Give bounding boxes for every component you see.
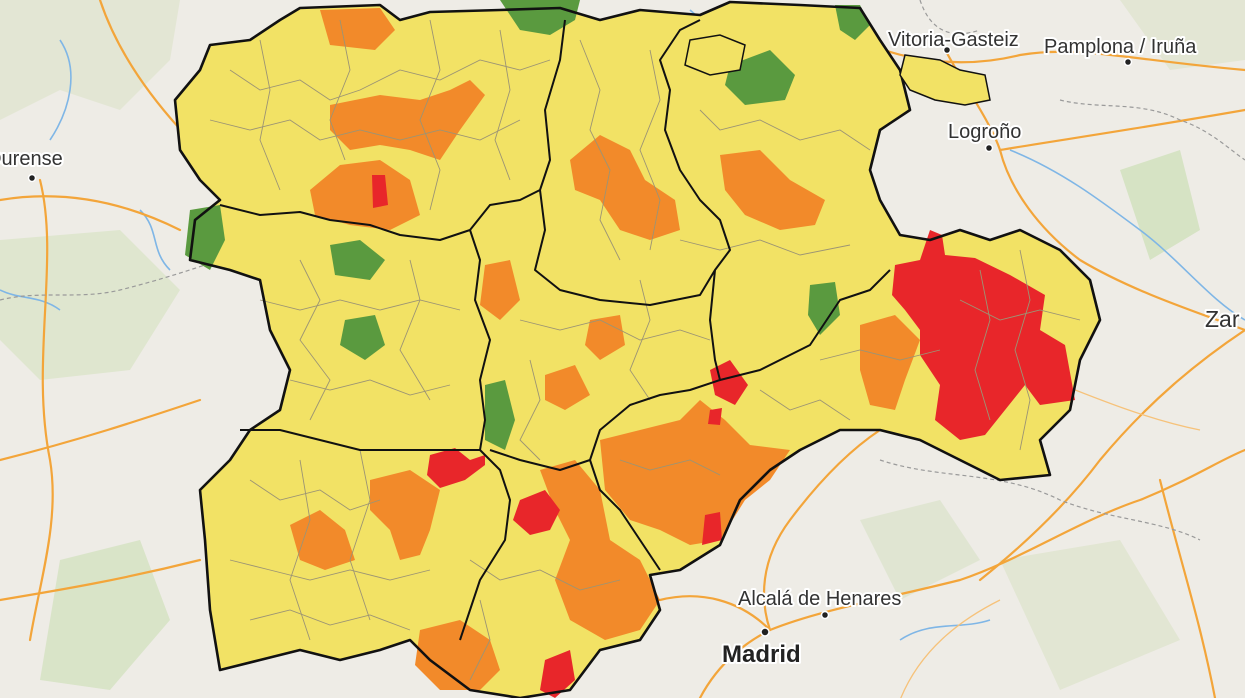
city-ourense[interactable]: Ourense [0,146,65,183]
zone-high-9[interactable] [860,315,920,410]
zone-very-high-8[interactable] [708,408,722,425]
vitoria-dot-icon [942,45,952,55]
exclave-zone-2[interactable] [684,34,746,76]
zone-high-8[interactable] [545,365,590,410]
zone-very-high-5[interactable] [513,490,560,535]
zone-very-high-1[interactable] [372,175,388,208]
city-vitoria-label: Vitoria-Gasteiz [888,29,1019,51]
zone-high-7[interactable] [585,315,625,360]
pamplona-dot-icon [1123,57,1133,67]
city-madrid[interactable]: Madrid [720,627,803,670]
city-labels: Vitoria-Gasteiz Pamplona / Iruña Logroño… [0,27,1242,670]
city-pamplona-label: Pamplona / Iruña [1044,36,1197,58]
ourense-dot-icon [27,173,37,183]
zone-low-5[interactable] [330,240,385,280]
zone-low-8[interactable] [808,282,840,335]
zone-low-3[interactable] [835,5,870,40]
zone-high-2[interactable] [330,80,485,160]
zone-low-7[interactable] [485,380,515,450]
madrid-dot-icon [760,627,770,637]
external-borders [0,0,1245,541]
zone-high-3[interactable] [310,160,420,230]
city-logrono[interactable]: Logroño [946,119,1023,153]
region-castilla-leon [173,0,1102,698]
zone-low-2[interactable] [725,50,795,105]
zone-very-high-3[interactable] [710,360,748,405]
region-outline [173,0,1102,698]
zone-high-13[interactable] [540,460,660,640]
logrono-dot-icon [984,143,994,153]
zone-high-14[interactable] [415,620,500,690]
zone-very-high-2[interactable] [892,230,1075,440]
zone-high-6[interactable] [480,260,520,320]
province-boundaries [219,19,891,641]
zone-high-5[interactable] [720,150,825,230]
municipality-lines [209,19,1081,681]
city-madrid-label: Madrid [722,641,801,668]
zone-very-high-6[interactable] [702,512,722,545]
zone-high-10[interactable] [600,400,790,545]
city-alcala[interactable]: Alcalá de Henares [736,586,903,620]
zone-low-6[interactable] [340,315,385,360]
city-logrono-label: Logroño [948,121,1021,143]
zone-high-12[interactable] [290,510,355,570]
city-ourense-label: Ourense [0,148,63,170]
zone-high-1[interactable] [320,8,395,50]
city-zaragoza[interactable]: Zar [1203,304,1242,334]
city-vitoria[interactable]: Vitoria-Gasteiz [886,27,1021,55]
zone-high-11[interactable] [370,470,440,560]
city-alcala-label: Alcalá de Henares [738,588,901,610]
exclave-zone[interactable] [899,54,991,106]
zone-very-high-7[interactable] [540,650,575,698]
city-pamplona[interactable]: Pamplona / Iruña [1042,34,1199,67]
zone-very-high-4[interactable] [427,448,485,488]
zone-high-4[interactable] [570,135,680,240]
city-zaragoza-label: Zar [1205,306,1240,332]
alcala-dot-icon [820,610,830,620]
